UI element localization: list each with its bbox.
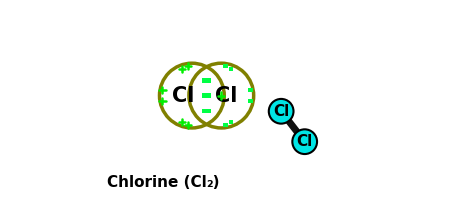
Bar: [223, 64, 228, 68]
Bar: [248, 88, 253, 93]
Circle shape: [292, 129, 317, 154]
Text: Cl: Cl: [215, 86, 237, 106]
Bar: [207, 93, 211, 98]
Circle shape: [269, 99, 293, 124]
Bar: [202, 93, 207, 98]
Bar: [248, 99, 253, 103]
Bar: [202, 108, 207, 113]
Bar: [207, 78, 211, 83]
Bar: [229, 120, 234, 124]
Bar: [207, 108, 211, 113]
Bar: [223, 123, 228, 127]
Text: Cl: Cl: [172, 86, 194, 106]
Text: Cl: Cl: [297, 134, 313, 149]
Text: Cl: Cl: [273, 104, 289, 119]
Text: ₂): ₂): [207, 175, 220, 190]
Text: Chlorine (Cl: Chlorine (Cl: [107, 175, 207, 190]
Bar: [229, 67, 234, 71]
Bar: [202, 78, 207, 83]
